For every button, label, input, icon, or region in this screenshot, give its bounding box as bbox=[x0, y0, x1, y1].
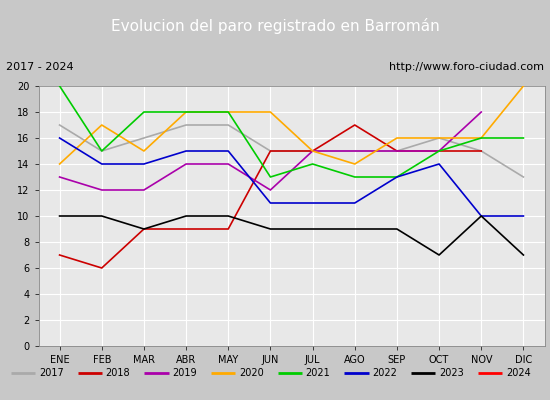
Text: Evolucion del paro registrado en Barromán: Evolucion del paro registrado en Barromá… bbox=[111, 18, 439, 34]
Text: 2024: 2024 bbox=[506, 368, 531, 378]
Text: 2017: 2017 bbox=[39, 368, 64, 378]
Text: 2021: 2021 bbox=[306, 368, 331, 378]
Text: 2019: 2019 bbox=[172, 368, 197, 378]
Text: http://www.foro-ciudad.com: http://www.foro-ciudad.com bbox=[389, 62, 544, 72]
Text: 2017 - 2024: 2017 - 2024 bbox=[6, 62, 73, 72]
Text: 2022: 2022 bbox=[372, 368, 397, 378]
Text: 2023: 2023 bbox=[439, 368, 464, 378]
Text: 2018: 2018 bbox=[106, 368, 130, 378]
Text: 2020: 2020 bbox=[239, 368, 264, 378]
